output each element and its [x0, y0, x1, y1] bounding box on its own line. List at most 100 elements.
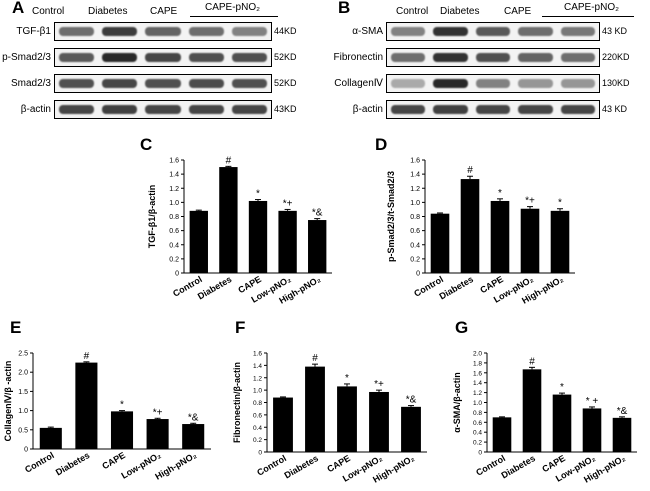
blot-band [560, 79, 595, 88]
significance-label: *& [617, 406, 628, 417]
blot-group-label: Diabetes [88, 6, 128, 17]
blot-group-label: Diabetes [440, 6, 480, 17]
blot-row-label: p-Smad2/3 [2, 52, 51, 63]
blot-strip [54, 48, 272, 67]
significance-label: * + [586, 396, 599, 407]
bar [550, 210, 570, 273]
bar [146, 419, 169, 449]
western-blot-b: Control Diabetes CAPE CAPE-pNO₂ α-SMA 43 KD Fi… [328, 0, 650, 125]
blot-kd-label: 220KD [602, 52, 630, 62]
x-category-label: Diabetes [282, 453, 320, 480]
blot-band [433, 79, 468, 88]
bar [75, 362, 98, 449]
blot-band [102, 79, 138, 88]
blot-row-label: Fibronectin [333, 52, 383, 63]
blot-strip [386, 22, 600, 41]
bar [520, 208, 540, 273]
y-axis-label: p-Smad2/3/t-Smad2/3 [386, 171, 396, 262]
blot-row-label: β-actin [352, 104, 383, 115]
blot-band [59, 105, 95, 114]
western-blot-a: Control Diabetes CAPE CAPE-pNO₂ TGF-β1 44KD p-… [0, 0, 320, 125]
bar [182, 424, 205, 449]
blot-band [391, 105, 426, 114]
significance-label: *& [188, 412, 199, 423]
blot-group-bracket [190, 16, 278, 17]
x-category-label: Diabetes [54, 450, 92, 477]
bar-chart-g: 0 0.2 0.4 0.6 0.8 1.0 1.2 1.4 1.6 1.8 2.0 α-SMA/β-a… [452, 351, 637, 485]
y-tick-label: 2.0 [18, 370, 28, 377]
y-tick-label: 1.6 [169, 158, 179, 165]
blot-band [391, 53, 426, 62]
blot-band [475, 105, 511, 114]
blot-band [560, 105, 595, 114]
significance-label: * [560, 382, 564, 393]
blot-band [59, 79, 95, 88]
y-tick-label: 1.2 [253, 375, 262, 382]
blot-band [59, 53, 95, 62]
significance-label: * [345, 373, 349, 384]
blot-band [231, 105, 267, 114]
bar-chart-c: 00.20.40.60.81.01.21.41.6TGF-β1/β-actinC… [147, 155, 332, 306]
y-tick-label: 1.6 [410, 158, 420, 165]
y-tick-label: 0.8 [253, 400, 262, 407]
y-tick-label: 1.0 [18, 408, 28, 415]
bar [612, 417, 632, 452]
panel-letter-f: F [235, 318, 246, 337]
blot-band [231, 79, 267, 88]
bar [248, 200, 268, 273]
y-tick-label: 1.0 [410, 200, 420, 207]
y-tick-label: 0 [24, 447, 28, 454]
x-category-label: Diabetes [437, 274, 475, 301]
blot-group-bracket [542, 16, 634, 17]
y-tick-label: 2.5 [18, 351, 28, 358]
blot-group-label: Control [32, 6, 65, 17]
bar [492, 417, 512, 452]
blot-strip [54, 22, 272, 41]
y-axis-label: α-SMA/β-actin [452, 372, 462, 433]
y-tick-label: 1.4 [473, 380, 482, 387]
y-tick-label: 0.2 [410, 256, 420, 263]
blot-kd-label: 44KD [274, 26, 297, 36]
y-tick-label: 0.5 [18, 427, 28, 434]
bar [582, 408, 602, 452]
blot-band [145, 105, 181, 114]
y-tick-label: 1.4 [410, 172, 420, 179]
panel-letter-e: E [10, 318, 22, 337]
y-tick-label: 0.8 [410, 214, 420, 221]
significance-label: *+ [283, 198, 293, 209]
significance-label: * [498, 188, 502, 199]
y-tick-label: 0.2 [473, 440, 482, 447]
y-tick-label: 1.6 [473, 370, 482, 377]
blot-band [231, 53, 267, 62]
blot-band [518, 53, 553, 62]
bar-chart-d: 0 0.2 0.4 0.6 0.8 1.0 1.2 1.4 1.6 p-Smad2/3/t-Sma… [386, 158, 575, 306]
bar [305, 366, 325, 452]
blot-kd-label: 52KD [274, 52, 297, 62]
y-tick-label: 1.8 [473, 360, 482, 367]
x-category-label: Diabetes [196, 274, 234, 301]
panel-letter-a: A [12, 0, 25, 17]
y-tick-label: 1.5 [18, 389, 28, 396]
y-tick-label: 0 [175, 271, 179, 278]
significance-label: *& [312, 208, 323, 219]
bar [522, 369, 542, 452]
blot-band [391, 79, 426, 88]
significance-label: # [84, 351, 90, 362]
y-tick-label: 0 [478, 450, 482, 457]
blot-band [102, 27, 138, 36]
x-category-label: Diabetes [499, 453, 537, 480]
blot-band [518, 105, 553, 114]
blot-row-label: TGF-β1 [16, 26, 51, 37]
bar [430, 213, 450, 273]
blot-band [475, 53, 511, 62]
y-tick-label: 0.6 [410, 228, 420, 235]
bar [189, 210, 208, 273]
blot-band [560, 53, 595, 62]
blot-band [391, 27, 426, 36]
blot-band [188, 105, 224, 114]
blot-kd-label: 52KD [274, 78, 297, 88]
blot-band [518, 79, 553, 88]
panel-letter-g: G [455, 318, 469, 337]
bar [401, 406, 421, 452]
y-tick-label: 0.4 [473, 430, 482, 437]
